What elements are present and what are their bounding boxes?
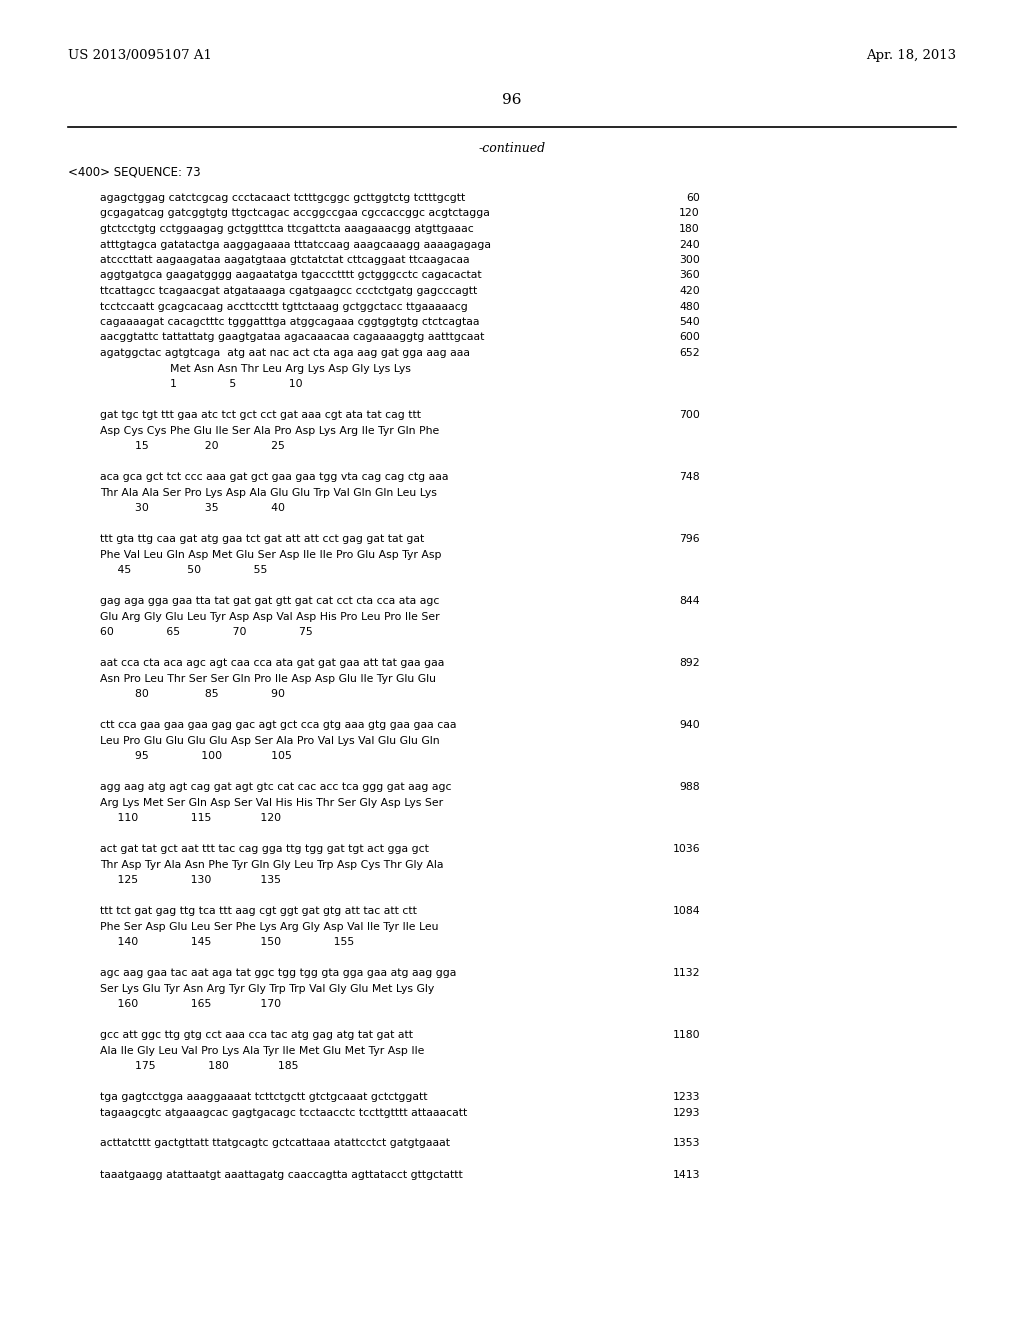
Text: aat cca cta aca agc agt caa cca ata gat gat gaa att tat gaa gaa: aat cca cta aca agc agt caa cca ata gat … — [100, 657, 444, 668]
Text: -continued: -continued — [478, 141, 546, 154]
Text: 1180: 1180 — [673, 1030, 700, 1040]
Text: Apr. 18, 2013: Apr. 18, 2013 — [866, 49, 956, 62]
Text: ttt gta ttg caa gat atg gaa tct gat att att cct gag gat tat gat: ttt gta ttg caa gat atg gaa tct gat att … — [100, 535, 424, 544]
Text: Met Asn Asn Thr Leu Arg Lys Asp Gly Lys Lys: Met Asn Asn Thr Leu Arg Lys Asp Gly Lys … — [100, 363, 411, 374]
Text: 1036: 1036 — [673, 843, 700, 854]
Text: 420: 420 — [679, 286, 700, 296]
Text: taaatgaagg atattaatgt aaattagatg caaccagtta agttatacct gttgctattt: taaatgaagg atattaatgt aaattagatg caaccag… — [100, 1170, 463, 1180]
Text: 95               100              105: 95 100 105 — [100, 751, 292, 762]
Text: atcccttatt aagaagataa aagatgtaaa gtctatctat cttcaggaat ttcaagacaa: atcccttatt aagaagataa aagatgtaaa gtctatc… — [100, 255, 470, 265]
Text: act gat tat gct aat ttt tac cag gga ttg tgg gat tgt act gga gct: act gat tat gct aat ttt tac cag gga ttg … — [100, 843, 429, 854]
Text: Asp Cys Cys Phe Glu Ile Ser Ala Pro Asp Lys Arg Ile Tyr Gln Phe: Asp Cys Cys Phe Glu Ile Ser Ala Pro Asp … — [100, 425, 439, 436]
Text: 60               65               70               75: 60 65 70 75 — [100, 627, 312, 638]
Text: agg aag atg agt cag gat agt gtc cat cac acc tca ggg gat aag agc: agg aag atg agt cag gat agt gtc cat cac … — [100, 781, 452, 792]
Text: 1413: 1413 — [673, 1170, 700, 1180]
Text: gcc att ggc ttg gtg cct aaa cca tac atg gag atg tat gat att: gcc att ggc ttg gtg cct aaa cca tac atg … — [100, 1030, 413, 1040]
Text: 140               145              150               155: 140 145 150 155 — [100, 937, 354, 946]
Text: 540: 540 — [679, 317, 700, 327]
Text: Phe Val Leu Gln Asp Met Glu Ser Asp Ile Ile Pro Glu Asp Tyr Asp: Phe Val Leu Gln Asp Met Glu Ser Asp Ile … — [100, 549, 441, 560]
Text: 180: 180 — [679, 224, 700, 234]
Text: Thr Asp Tyr Ala Asn Phe Tyr Gln Gly Leu Trp Asp Cys Thr Gly Ala: Thr Asp Tyr Ala Asn Phe Tyr Gln Gly Leu … — [100, 859, 443, 870]
Text: 120: 120 — [679, 209, 700, 219]
Text: 60: 60 — [686, 193, 700, 203]
Text: aggtgatgca gaagatgggg aagaatatga tgaccctttt gctgggcctc cagacactat: aggtgatgca gaagatgggg aagaatatga tgaccct… — [100, 271, 481, 281]
Text: Ala Ile Gly Leu Val Pro Lys Ala Tyr Ile Met Glu Met Tyr Asp Ile: Ala Ile Gly Leu Val Pro Lys Ala Tyr Ile … — [100, 1045, 424, 1056]
Text: ctt cca gaa gaa gaa gag gac agt gct cca gtg aaa gtg gaa gaa caa: ctt cca gaa gaa gaa gag gac agt gct cca … — [100, 719, 457, 730]
Text: 1132: 1132 — [673, 968, 700, 978]
Text: 240: 240 — [679, 239, 700, 249]
Text: 125               130              135: 125 130 135 — [100, 875, 281, 884]
Text: aca gca gct tct ccc aaa gat gct gaa gaa tgg vta cag cag ctg aaa: aca gca gct tct ccc aaa gat gct gaa gaa … — [100, 473, 449, 482]
Text: 748: 748 — [679, 473, 700, 482]
Text: 300: 300 — [679, 255, 700, 265]
Text: gcgagatcag gatcggtgtg ttgctcagac accggccgaa cgccaccggc acgtctagga: gcgagatcag gatcggtgtg ttgctcagac accggcc… — [100, 209, 489, 219]
Text: ttcattagcc tcagaacgat atgataaaga cgatgaagcc ccctctgatg gagcccagtt: ttcattagcc tcagaacgat atgataaaga cgatgaa… — [100, 286, 477, 296]
Text: agatggctac agtgtcaga  atg aat nac act cta aga aag gat gga aag aaa: agatggctac agtgtcaga atg aat nac act cta… — [100, 348, 470, 358]
Text: Ser Lys Glu Tyr Asn Arg Tyr Gly Trp Trp Val Gly Glu Met Lys Gly: Ser Lys Glu Tyr Asn Arg Tyr Gly Trp Trp … — [100, 983, 434, 994]
Text: 1               5               10: 1 5 10 — [100, 379, 303, 389]
Text: 360: 360 — [679, 271, 700, 281]
Text: aacggtattc tattattatg gaagtgataa agacaaacaa cagaaaaggtg aatttgcaat: aacggtattc tattattatg gaagtgataa agacaaa… — [100, 333, 484, 342]
Text: gag aga gga gaa tta tat gat gat gtt gat cat cct cta cca ata agc: gag aga gga gaa tta tat gat gat gtt gat … — [100, 597, 439, 606]
Text: 940: 940 — [679, 719, 700, 730]
Text: agc aag gaa tac aat aga tat ggc tgg tgg gta gga gaa atg aag gga: agc aag gaa tac aat aga tat ggc tgg tgg … — [100, 968, 457, 978]
Text: gat tgc tgt ttt gaa atc tct gct cct gat aaa cgt ata tat cag ttt: gat tgc tgt ttt gaa atc tct gct cct gat … — [100, 411, 421, 420]
Text: 1353: 1353 — [673, 1138, 700, 1148]
Text: 652: 652 — [679, 348, 700, 358]
Text: atttgtagca gatatactga aaggagaaaa tttatccaag aaagcaaagg aaaagagaga: atttgtagca gatatactga aaggagaaaa tttatcc… — [100, 239, 490, 249]
Text: Glu Arg Gly Glu Leu Tyr Asp Asp Val Asp His Pro Leu Pro Ile Ser: Glu Arg Gly Glu Leu Tyr Asp Asp Val Asp … — [100, 611, 439, 622]
Text: 30                35               40: 30 35 40 — [100, 503, 285, 513]
Text: gtctcctgtg cctggaagag gctggtttca ttcgattcta aaagaaacgg atgttgaaac: gtctcctgtg cctggaagag gctggtttca ttcgatt… — [100, 224, 474, 234]
Text: 80                85               90: 80 85 90 — [100, 689, 285, 700]
Text: 45                50               55: 45 50 55 — [100, 565, 267, 576]
Text: Thr Ala Ala Ser Pro Lys Asp Ala Glu Glu Trp Val Gln Gln Leu Lys: Thr Ala Ala Ser Pro Lys Asp Ala Glu Glu … — [100, 487, 437, 498]
Text: 1233: 1233 — [673, 1092, 700, 1102]
Text: Phe Ser Asp Glu Leu Ser Phe Lys Arg Gly Asp Val Ile Tyr Ile Leu: Phe Ser Asp Glu Leu Ser Phe Lys Arg Gly … — [100, 921, 438, 932]
Text: Asn Pro Leu Thr Ser Ser Gln Pro Ile Asp Asp Glu Ile Tyr Glu Glu: Asn Pro Leu Thr Ser Ser Gln Pro Ile Asp … — [100, 673, 436, 684]
Text: 1084: 1084 — [673, 906, 700, 916]
Text: Leu Pro Glu Glu Glu Glu Asp Ser Ala Pro Val Lys Val Glu Glu Gln: Leu Pro Glu Glu Glu Glu Asp Ser Ala Pro … — [100, 735, 439, 746]
Text: 1293: 1293 — [673, 1107, 700, 1118]
Text: <400> SEQUENCE: 73: <400> SEQUENCE: 73 — [68, 165, 201, 178]
Text: 175               180              185: 175 180 185 — [100, 1061, 299, 1071]
Text: 480: 480 — [679, 301, 700, 312]
Text: 160               165              170: 160 165 170 — [100, 999, 282, 1008]
Text: tga gagtcctgga aaaggaaaat tcttctgctt gtctgcaaat gctctggatt: tga gagtcctgga aaaggaaaat tcttctgctt gtc… — [100, 1092, 427, 1102]
Text: 988: 988 — [679, 781, 700, 792]
Text: agagctggag catctcgcag ccctacaact tctttgcggc gcttggtctg tctttgcgtt: agagctggag catctcgcag ccctacaact tctttgc… — [100, 193, 465, 203]
Text: 796: 796 — [679, 535, 700, 544]
Text: 892: 892 — [679, 657, 700, 668]
Text: ttt tct gat gag ttg tca ttt aag cgt ggt gat gtg att tac att ctt: ttt tct gat gag ttg tca ttt aag cgt ggt … — [100, 906, 417, 916]
Text: cagaaaagat cacagctttc tgggatttga atggcagaaa cggtggtgtg ctctcagtaa: cagaaaagat cacagctttc tgggatttga atggcag… — [100, 317, 479, 327]
Text: 96: 96 — [502, 92, 522, 107]
Text: 844: 844 — [679, 597, 700, 606]
Text: 110               115              120: 110 115 120 — [100, 813, 282, 822]
Text: acttatcttt gactgttatt ttatgcagtc gctcattaaa atattcctct gatgtgaaat: acttatcttt gactgttatt ttatgcagtc gctcatt… — [100, 1138, 450, 1148]
Text: tcctccaatt gcagcacaag accttccttt tgttctaaag gctggctacc ttgaaaaacg: tcctccaatt gcagcacaag accttccttt tgttcta… — [100, 301, 468, 312]
Text: 600: 600 — [679, 333, 700, 342]
Text: tagaagcgtc atgaaagcac gagtgacagc tcctaacctc tccttgtttt attaaacatt: tagaagcgtc atgaaagcac gagtgacagc tcctaac… — [100, 1107, 467, 1118]
Text: 15                20               25: 15 20 25 — [100, 441, 285, 451]
Text: Arg Lys Met Ser Gln Asp Ser Val His His Thr Ser Gly Asp Lys Ser: Arg Lys Met Ser Gln Asp Ser Val His His … — [100, 797, 443, 808]
Text: 700: 700 — [679, 411, 700, 420]
Text: US 2013/0095107 A1: US 2013/0095107 A1 — [68, 49, 212, 62]
